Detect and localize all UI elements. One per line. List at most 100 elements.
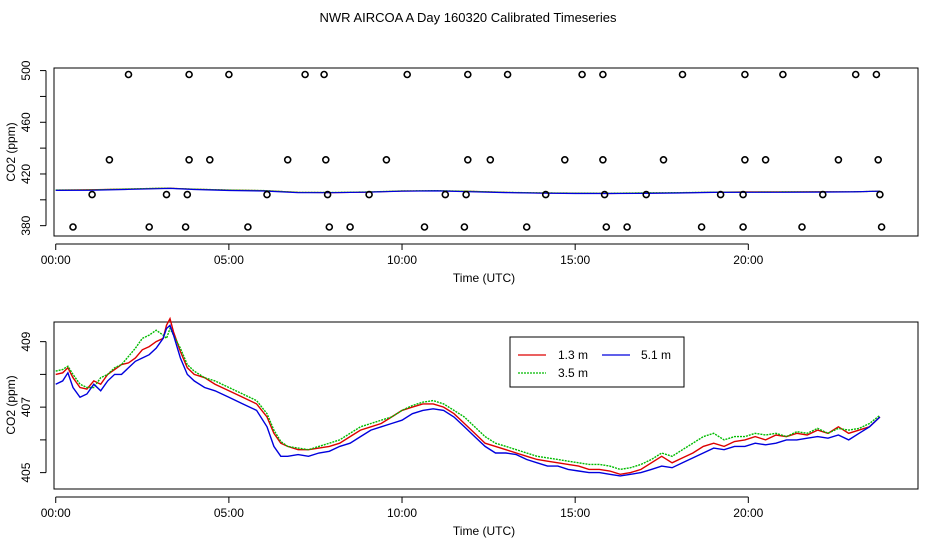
bottom-panel: 00:00 05:00 10:00 15:00 20:00 405 407 409 Time… [4,316,919,538]
top-x-axis: 00:00 05:00 10:00 15:00 20:00 [41,243,764,267]
bot-x-tick-label: 05:00 [214,506,244,520]
scatter-point [599,156,607,164]
bottom-x-axis-label: Time (UTC) [453,524,515,538]
scatter-point [877,223,886,231]
scatter-point [320,70,328,79]
scatter-point [382,156,391,164]
top-x-tick-label: 10:00 [387,253,417,267]
bot-series-line-1-3m [55,316,881,476]
scatter-point [181,223,190,231]
bot-y-tick-label: 409 [19,331,33,351]
top-y-tick-label: 380 [19,215,33,235]
legend: 1.3 m 5.1 m 3.5 m [509,336,685,388]
scatter-point [185,156,193,164]
top-x-axis-label: Time (UTC) [453,271,515,285]
scatter-point [462,190,470,199]
scatter-point [321,156,330,164]
scatter-point [522,223,531,231]
scatter-point [874,156,883,164]
scatter-point [761,156,770,164]
scatter-point [162,190,171,199]
scatter-point [463,156,472,164]
scatter-point [599,70,607,79]
top-x-tick-label: 00:00 [41,253,71,267]
scatter-point [642,190,651,199]
bot-x-tick-label: 15:00 [560,506,590,520]
scatter-point [69,223,77,231]
scatter-point [739,223,747,231]
scatter-point [365,190,373,199]
scatter-point [659,156,668,164]
scatter-point [301,70,309,79]
scatter-point [560,156,569,164]
scatter-point [145,223,153,231]
bot-y-tick-label: 407 [19,397,33,417]
bottom-y-axis-label: CO2 (ppm) [4,375,18,434]
bot-series-line-3-5m [55,326,881,471]
bottom-y-axis: 405 407 409 [19,331,47,483]
top-scatter-points [69,70,886,231]
legend-box [509,336,685,388]
scatter-point [283,156,292,164]
top-x-tick-label: 15:00 [560,253,590,267]
bottom-plot-frame [53,321,919,490]
top-plot-frame [53,67,919,237]
scatter-point [876,190,884,199]
scatter-point [623,223,631,231]
scatter-point [578,70,586,79]
scatter-point [88,190,96,199]
bot-x-tick-label: 10:00 [387,506,417,520]
top-y-tick-label: 420 [19,164,33,184]
scatter-point [183,190,192,199]
scatter-point [872,70,881,79]
top-x-tick-label: 05:00 [214,253,244,267]
scatter-point [697,223,706,231]
scatter-point [124,70,133,79]
top-panel: 00:00 05:00 10:00 15:00 20:00 380 420 460 500 T… [4,60,919,285]
scatter-point [346,223,354,231]
legend-label-1-3m: 1.3 m [558,348,588,362]
scatter-point [323,190,332,199]
top-y-tick-label: 460 [19,112,33,132]
scatter-point [834,156,843,164]
scatter-point [105,156,114,164]
scatter-point [798,223,806,231]
scatter-point [600,190,609,199]
bot-series-line-5-1m [55,324,881,477]
bot-y-tick-label: 405 [19,462,33,482]
top-y-axis-label: CO2 (ppm) [4,122,18,181]
scatter-point [739,190,747,199]
scatter-point [602,223,611,231]
scatter-point [678,70,687,79]
top-x-tick-label: 20:00 [733,253,763,267]
scatter-point [460,223,469,231]
scatter-point [325,223,334,231]
scatter-point [185,70,193,79]
scatter-point [420,223,429,231]
scatter-point [463,70,472,79]
scatter-point [818,190,827,199]
scatter-point [244,223,252,231]
scatter-point [441,190,450,199]
scatter-point [716,190,725,199]
top-y-tick-label: 500 [19,60,33,80]
figure-title: NWR AIRCOA A Day 160320 Calibrated Times… [320,10,617,25]
top-y-axis: 380 420 460 500 [19,60,47,236]
scatter-point [486,156,495,164]
scatter-point [851,70,860,79]
scatter-point [779,70,787,79]
bottom-series-lines [55,316,881,477]
bottom-x-axis: 00:00 05:00 10:00 15:00 20:00 [41,496,764,520]
scatter-point [263,190,271,199]
scatter-point [225,70,233,79]
scatter-point [541,190,550,199]
scatter-point [206,156,214,164]
bot-x-tick-label: 00:00 [41,506,71,520]
scatter-point [741,70,749,79]
scatter-point [503,70,512,79]
legend-label-5-1m: 5.1 m [641,348,671,362]
scatter-point [741,156,749,164]
scatter-point [403,70,412,79]
